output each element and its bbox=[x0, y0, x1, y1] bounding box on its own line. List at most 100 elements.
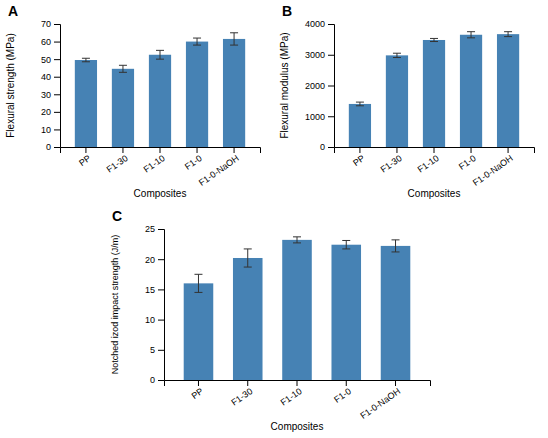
error-stem bbox=[160, 50, 161, 59]
error-bar bbox=[430, 38, 438, 41]
panel-label: C bbox=[112, 208, 122, 224]
tick: 20 bbox=[41, 107, 60, 117]
error-cap bbox=[393, 53, 401, 54]
error-bar bbox=[194, 274, 202, 292]
error-cap bbox=[467, 31, 475, 32]
tick: PP bbox=[190, 380, 206, 401]
x-axis: PPF1-30F1-10F1-0F1-0-NaOH bbox=[165, 380, 431, 421]
tick-mark bbox=[328, 86, 334, 87]
tick: F1-0 bbox=[183, 147, 204, 172]
tick-mark bbox=[122, 147, 123, 153]
tick-label: F1-0 bbox=[183, 153, 204, 172]
tick-label: 20 bbox=[41, 107, 51, 117]
tick: F1-10 bbox=[142, 147, 167, 175]
bar bbox=[149, 55, 171, 147]
error-cap bbox=[356, 105, 364, 106]
error-bar bbox=[356, 102, 364, 106]
tick-label: 25 bbox=[145, 224, 155, 234]
tick-label: 10 bbox=[145, 315, 155, 325]
error-cap bbox=[82, 61, 90, 62]
tick: 15 bbox=[145, 285, 164, 295]
error-cap bbox=[342, 240, 350, 241]
tick-mark bbox=[54, 59, 60, 60]
tick-mark bbox=[158, 320, 164, 321]
tick-mark bbox=[158, 229, 164, 230]
error-stem bbox=[198, 274, 199, 292]
y-axis-title: Flexural strength (MPa) bbox=[5, 33, 16, 137]
tick-label: F1-30 bbox=[105, 153, 130, 175]
tick-label: 2000 bbox=[305, 81, 325, 91]
tick-mark bbox=[471, 147, 472, 153]
tick: F1-30 bbox=[105, 147, 130, 175]
tick-mark bbox=[54, 77, 60, 78]
error-cap bbox=[342, 248, 350, 249]
tick: 4000 bbox=[305, 19, 334, 29]
tick-label: PP bbox=[77, 153, 93, 168]
tick: 0 bbox=[150, 375, 164, 385]
error-bar bbox=[230, 33, 238, 45]
error-cap bbox=[392, 251, 400, 252]
bar bbox=[184, 283, 214, 380]
tick-label: 0 bbox=[150, 375, 155, 385]
error-cap bbox=[293, 242, 301, 243]
tick-label: F1-10 bbox=[142, 153, 167, 175]
tick-label: 20 bbox=[145, 255, 155, 265]
bar bbox=[460, 35, 482, 147]
tick: F1-0-NaOH bbox=[358, 380, 402, 421]
error-cap bbox=[392, 239, 400, 240]
error-cap bbox=[119, 65, 127, 66]
tick: F1-10 bbox=[416, 147, 441, 175]
tick-mark bbox=[328, 24, 334, 25]
error-stem bbox=[508, 32, 509, 37]
panel: 010203040506070PPF1-30F1-10F1-0F1-0-NaOH… bbox=[5, 3, 261, 199]
tick: 70 bbox=[41, 19, 60, 29]
tick-label: F1-0-NaOH bbox=[471, 153, 515, 188]
tick-label: F1-10 bbox=[279, 386, 304, 408]
tick: 1000 bbox=[305, 112, 334, 122]
error-cap bbox=[430, 41, 438, 42]
tick-mark bbox=[197, 147, 198, 153]
bar bbox=[75, 60, 97, 147]
bar bbox=[223, 39, 245, 147]
tick-mark bbox=[54, 112, 60, 113]
tick-label: 4000 bbox=[305, 19, 325, 29]
tick-mark bbox=[234, 147, 235, 153]
tick-label: 3000 bbox=[305, 50, 325, 60]
error-stem bbox=[197, 38, 198, 45]
y-axis: 0 5 10 15 20 25 bbox=[145, 224, 165, 385]
tick-label: 0 bbox=[46, 142, 51, 152]
tick-mark bbox=[434, 147, 435, 153]
error-stem bbox=[122, 65, 123, 72]
tick-mark bbox=[359, 147, 360, 153]
tick: PP bbox=[351, 147, 367, 168]
tick-mark bbox=[158, 350, 164, 351]
axis-line bbox=[335, 148, 535, 154]
panel: 0510152025PPF1-30F1-10F1-0F1-0-NaOHCompo… bbox=[110, 208, 431, 432]
error-bar bbox=[467, 32, 475, 38]
x-axis-title: Composites bbox=[271, 421, 324, 432]
error-cap bbox=[356, 102, 364, 103]
tick-label: 10 bbox=[41, 125, 51, 135]
error-bar bbox=[193, 38, 201, 45]
tick-label: F1-0 bbox=[332, 386, 353, 405]
bar bbox=[423, 40, 445, 147]
tick-mark bbox=[198, 380, 199, 386]
tick-label: 30 bbox=[41, 90, 51, 100]
tick: 2000 bbox=[305, 81, 334, 91]
error-bar bbox=[244, 249, 252, 267]
tick-mark bbox=[160, 147, 161, 153]
y-axis: 01000200030004000 bbox=[305, 19, 335, 152]
tick: 10 bbox=[145, 315, 164, 325]
bar bbox=[497, 34, 519, 147]
bar bbox=[331, 245, 361, 380]
panel-label: A bbox=[8, 3, 18, 19]
tick: PP bbox=[77, 147, 93, 168]
tick-label: 70 bbox=[41, 19, 51, 29]
tick-label: 40 bbox=[41, 72, 51, 82]
error-stem bbox=[359, 102, 360, 106]
tick-mark bbox=[54, 147, 60, 148]
y-axis-title: Flexural modulus (MPa) bbox=[279, 32, 290, 138]
tick-label: 5 bbox=[150, 345, 155, 355]
tick-mark bbox=[247, 380, 248, 386]
panel-label: B bbox=[282, 3, 292, 19]
